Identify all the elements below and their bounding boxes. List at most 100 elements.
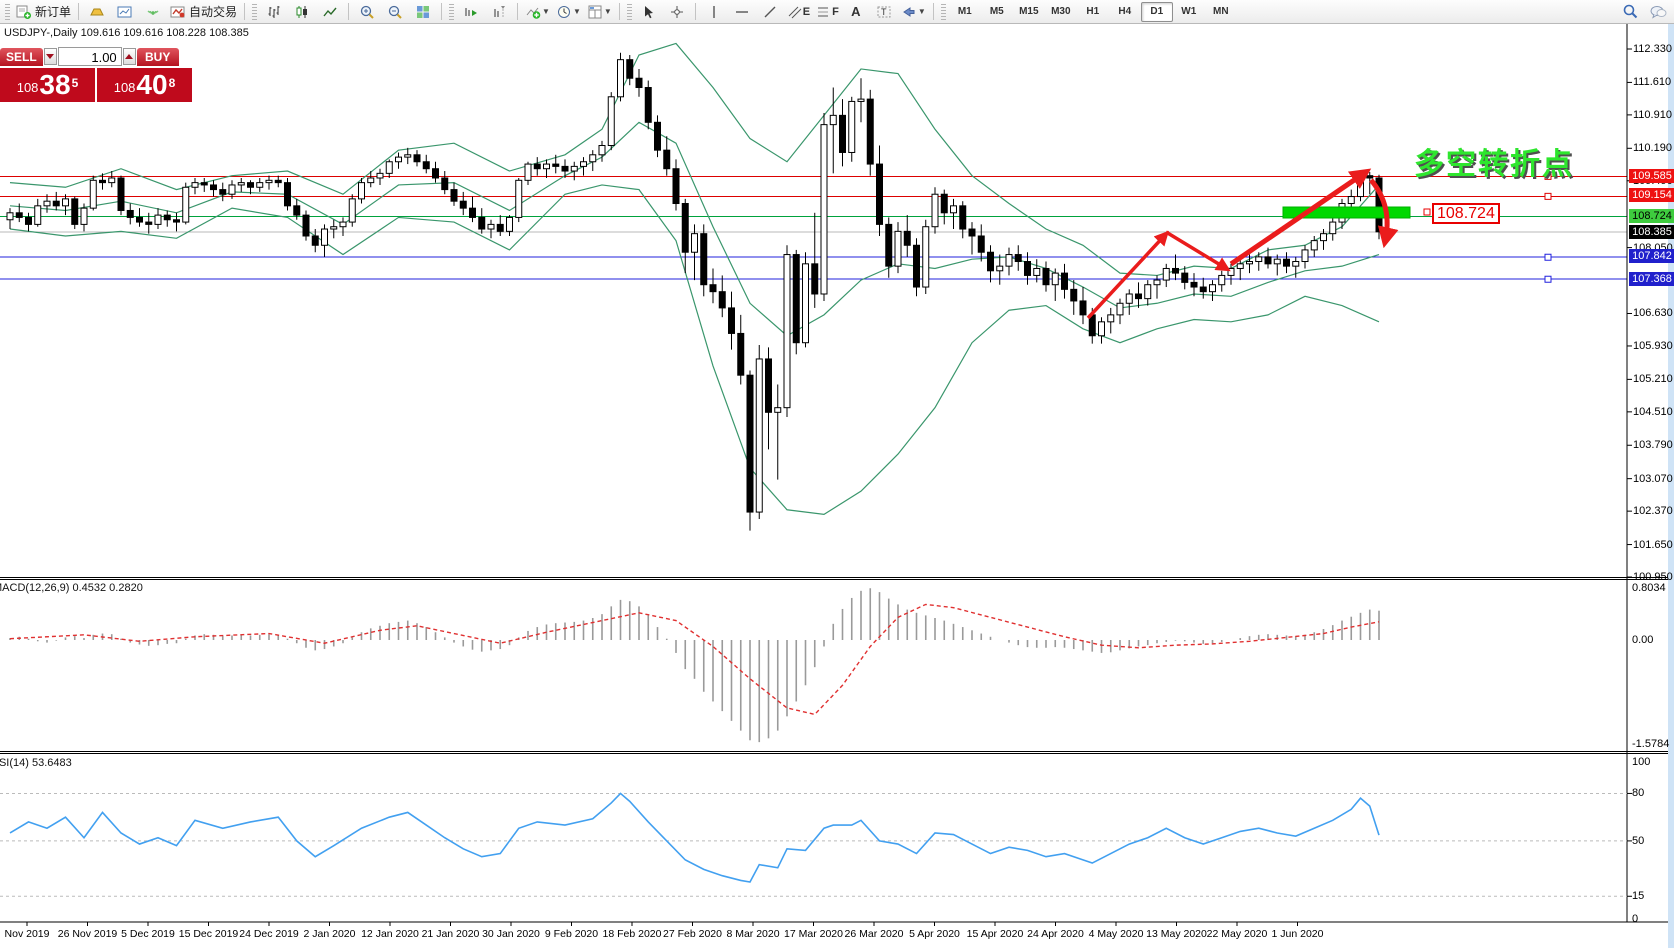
shapes-icon — [902, 6, 915, 17]
price-tick-label: 102.370 — [1633, 505, 1673, 518]
macd-label: MACD(12,26,9) 0.4532 0.2820 — [0, 582, 143, 594]
trend-arrow[interactable] — [1086, 230, 1170, 320]
tile-windows-icon — [417, 5, 430, 18]
fibonacci-letter: F — [832, 5, 839, 18]
horizontal-line-tool-button[interactable] — [728, 1, 756, 23]
text-tool-letter: A — [851, 4, 861, 19]
date-label: 8 Mar 2020 — [726, 928, 780, 940]
date-label: 24 Apr 2020 — [1027, 928, 1084, 940]
clock-icon — [557, 5, 570, 18]
vol-decrease-button[interactable] — [43, 48, 57, 65]
toolbar-grip[interactable] — [252, 3, 258, 20]
zoom-out-button[interactable] — [381, 1, 409, 23]
vol-increase-button[interactable] — [122, 48, 136, 65]
date-label: 24 Dec 2019 — [239, 928, 299, 940]
trend-arrow[interactable] — [1165, 230, 1231, 272]
sell-price-button[interactable]: 108 38 5 — [0, 68, 95, 102]
date-label: 4 May 2020 — [1088, 928, 1144, 940]
signals-button[interactable] — [139, 1, 167, 23]
date-label: 1 Jun 2020 — [1271, 928, 1324, 940]
zoom-in-icon — [360, 5, 374, 19]
gold-icon — [90, 8, 104, 15]
tile-windows-button[interactable] — [409, 1, 437, 23]
toolbar-grip[interactable] — [449, 3, 455, 20]
line-chart-mode-button[interactable] — [316, 1, 344, 23]
date-label: 18 Feb 2020 — [602, 928, 662, 940]
date-label: 12 Jan 2020 — [361, 928, 419, 940]
volume-input[interactable]: 1.00 — [57, 47, 122, 66]
price-tick-label: 101.650 — [1633, 538, 1673, 551]
indicators-button[interactable]: ▼ — [522, 1, 553, 23]
buy-price-pips: 40 — [136, 69, 168, 100]
sell-price-big-figure: 108 — [16, 80, 39, 95]
buy-price-button[interactable]: 108 40 8 — [97, 68, 192, 102]
toolbar-grip[interactable] — [5, 3, 10, 20]
tf-button-W1[interactable]: W1 — [1181, 5, 1197, 17]
sell-price-pips: 38 — [39, 69, 71, 100]
periods-button[interactable]: ▼ — [553, 1, 584, 23]
crosshair-tool-button[interactable] — [663, 1, 691, 23]
new-chart-button[interactable] — [111, 1, 139, 23]
templates-button[interactable]: ▼ — [584, 1, 615, 23]
text-label-tool-button[interactable]: T — [870, 1, 898, 23]
price-level-badge: 108.385 — [1629, 225, 1674, 239]
autotrading-button[interactable]: 自动交易 — [167, 1, 240, 23]
new-order-button[interactable]: 新订单 — [13, 1, 74, 23]
search-button[interactable] — [1616, 1, 1644, 23]
reversal-arrow[interactable] — [1369, 178, 1399, 249]
chart-window-icon — [117, 6, 132, 17]
toolbar-grip[interactable] — [626, 3, 632, 20]
sell-button[interactable]: SELL — [0, 47, 43, 66]
bar-chart-mode-button[interactable] — [260, 1, 288, 23]
auto-scroll-button[interactable] — [457, 1, 485, 23]
new-order-icon — [16, 5, 31, 19]
toolbar-grip[interactable] — [940, 3, 946, 20]
tf-button-H4[interactable]: H4 — [1118, 5, 1132, 17]
channel-tool-button[interactable]: E — [784, 1, 813, 23]
chart-shift-button[interactable] — [485, 1, 513, 23]
turning-point-annotation[interactable]: 多空转折点 — [1414, 148, 1574, 181]
text-tool-button[interactable]: A — [842, 1, 870, 23]
chat-button[interactable] — [1644, 1, 1672, 23]
price-tick-label: 110.190 — [1633, 142, 1672, 155]
price-tick-label: 103.070 — [1633, 472, 1673, 485]
price-level-badge: 109.585 — [1629, 169, 1674, 183]
tf-button-MN[interactable]: MN — [1213, 5, 1229, 17]
market-depth-button[interactable] — [83, 1, 111, 23]
tf-button-M15[interactable]: M15 — [1019, 5, 1039, 17]
chart-title: USDJPY-,Daily 109.616 109.616 108.228 10… — [4, 27, 249, 39]
trend-arrow[interactable] — [1229, 168, 1372, 267]
vertical-line-tool-button[interactable] — [700, 1, 728, 23]
buy-price-big-figure: 108 — [113, 80, 136, 95]
cursor-tool-button[interactable] — [635, 1, 663, 23]
buy-button[interactable]: BUY — [136, 47, 179, 66]
macd-scale-label: 0.8034 — [1632, 582, 1666, 594]
toolbar-separator — [618, 3, 620, 20]
price-tag-annotation[interactable]: 108.724 — [1432, 203, 1500, 224]
green-zone-rectangle[interactable] — [1282, 206, 1411, 219]
tf-button-M30[interactable]: M30 — [1051, 5, 1071, 17]
tf-button-M1[interactable]: M1 — [957, 5, 972, 17]
tf-button-D1[interactable]: D1 — [1140, 1, 1173, 22]
date-label: 15 Dec 2019 — [178, 928, 239, 940]
line-handle[interactable] — [1544, 275, 1552, 283]
toolbar-separator — [694, 3, 696, 20]
tf-button-M5[interactable]: M5 — [989, 5, 1004, 17]
shapes-tool-button[interactable]: ▼ — [898, 1, 929, 23]
line-handle[interactable] — [1544, 253, 1552, 261]
zoom-in-button[interactable] — [353, 1, 381, 23]
svg-text:T: T — [881, 7, 887, 17]
fibonacci-tool-button[interactable]: F — [813, 1, 842, 23]
line-handle[interactable] — [1544, 192, 1552, 200]
tf-button-H1[interactable]: H1 — [1086, 5, 1100, 17]
tag-handle[interactable] — [1423, 208, 1431, 216]
candlestick-mode-button[interactable] — [288, 1, 316, 23]
channel-letter: E — [802, 5, 811, 18]
price-level-badge: 108.724 — [1629, 209, 1674, 223]
line-handle[interactable] — [1544, 172, 1552, 180]
trendline-tool-button[interactable] — [756, 1, 784, 23]
price-level-badge: 109.154 — [1629, 188, 1674, 202]
bollinger-upper-band — [9, 42, 1380, 277]
